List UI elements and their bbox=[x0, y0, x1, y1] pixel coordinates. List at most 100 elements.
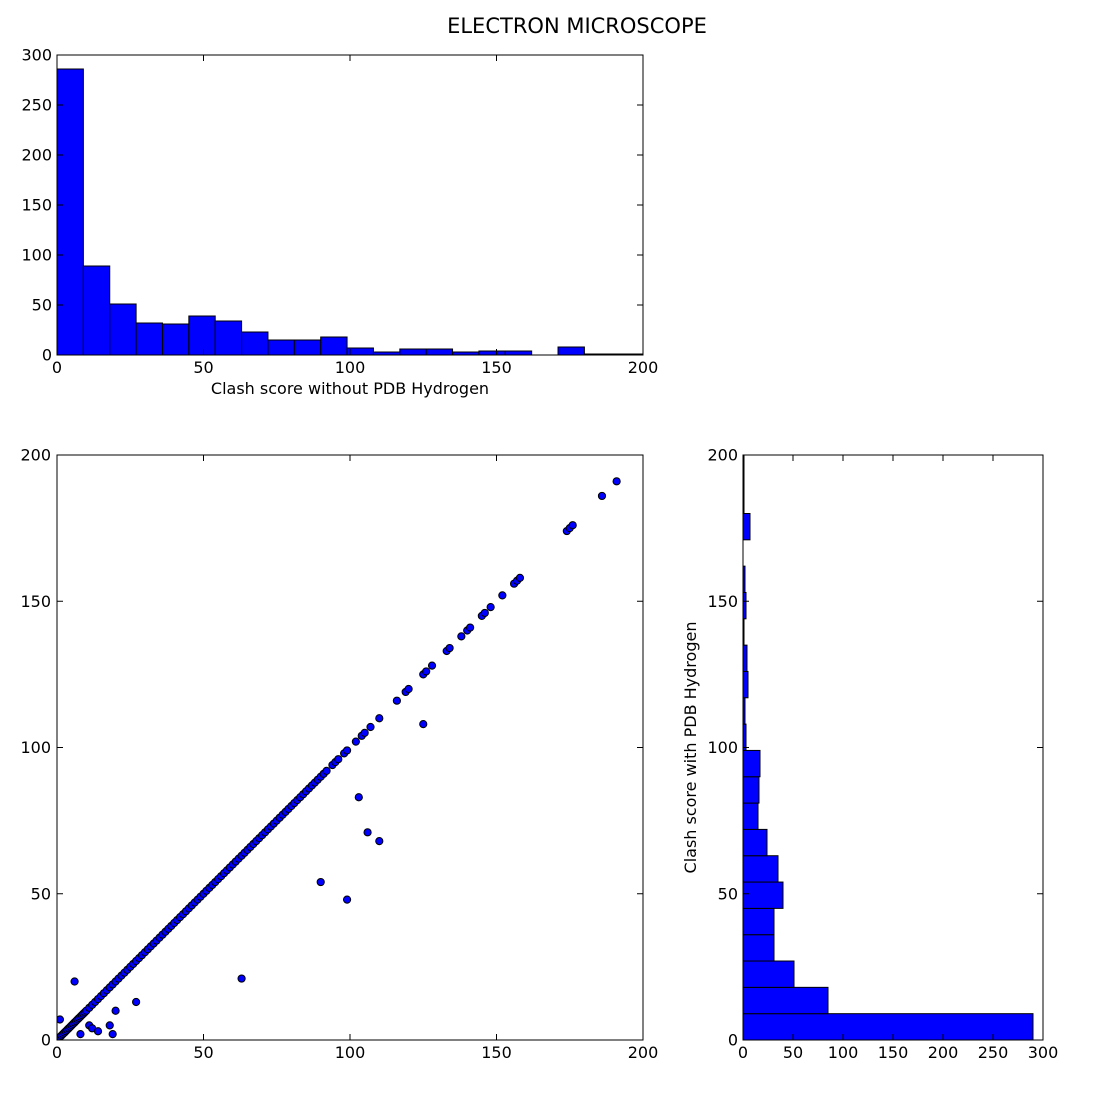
top-hist-bar-8 bbox=[267, 339, 295, 356]
right-hist-bar-0 bbox=[742, 1013, 1034, 1041]
right-hist-bar-9 bbox=[742, 776, 760, 804]
scatter-point-125 bbox=[486, 603, 495, 612]
top-hist-bar-7 bbox=[241, 331, 269, 356]
right-hist-ytick-label-2: 100 bbox=[707, 738, 738, 757]
right-hist-bar-13 bbox=[742, 670, 749, 699]
right-hist-bar-7 bbox=[742, 828, 768, 857]
scatter-point-149 bbox=[363, 828, 372, 837]
right-hist-bar-1 bbox=[742, 986, 829, 1015]
scatter-point-137 bbox=[76, 1030, 85, 1039]
scatter-point-134 bbox=[612, 477, 621, 486]
scatter-point-110 bbox=[366, 722, 375, 732]
right-hist-bar-5 bbox=[742, 881, 784, 909]
scatter-point-106 bbox=[342, 746, 352, 755]
top-hist-bar-14 bbox=[425, 348, 454, 356]
top-hist-bar-9 bbox=[293, 339, 322, 356]
scatter-points bbox=[57, 477, 621, 1040]
scatter-point-147 bbox=[342, 895, 352, 904]
scatter-point-133 bbox=[597, 491, 607, 501]
right-hist-bar-2 bbox=[742, 960, 795, 988]
top-hist-bar-5 bbox=[188, 315, 216, 356]
scatter-point-120 bbox=[457, 632, 466, 641]
top-histogram: 0 50 100 150 200 0 50 100 150 200 250 300 Clash scor… bbox=[21, 46, 658, 399]
scatter-point-145 bbox=[237, 974, 246, 983]
scatter-point-129 bbox=[515, 573, 525, 582]
scatter-point-119 bbox=[445, 643, 454, 653]
top-hist-bar-3 bbox=[135, 322, 163, 356]
top-hist-bar-2 bbox=[109, 303, 137, 356]
scatter-ytick-label-4: 200 bbox=[20, 446, 51, 465]
top-hist-xtick-label-4: 200 bbox=[628, 358, 659, 377]
top-hist-bar-19 bbox=[557, 346, 585, 356]
scatter-xtick-label-0: 0 bbox=[52, 1043, 62, 1062]
right-hist-ytick-label-4: 200 bbox=[707, 446, 738, 465]
chart-title: ELECTRON MICROSCOPE bbox=[447, 14, 707, 38]
scatter-point-146 bbox=[316, 877, 325, 887]
right-hist-bar-3 bbox=[742, 934, 775, 962]
top-hist-bar-17 bbox=[504, 350, 533, 356]
right-hist-xtick-label-2: 100 bbox=[828, 1043, 859, 1062]
top-hist-bar-6 bbox=[214, 320, 243, 356]
top-hist-bar-10 bbox=[320, 336, 348, 356]
top-hist-ytick-label-1: 50 bbox=[32, 296, 52, 315]
scatter-plot: 0 50 100 150 200 0 50 100 150 200 bbox=[20, 446, 658, 1063]
scatter-point-104 bbox=[334, 755, 343, 764]
scatter-point-140 bbox=[93, 1027, 103, 1036]
scatter-point-117 bbox=[427, 661, 437, 670]
right-hist-bar-8 bbox=[742, 802, 759, 830]
scatter-ytick-label-2: 100 bbox=[20, 738, 51, 757]
scatter-point-150 bbox=[375, 837, 384, 846]
right-hist-xtick-label-4: 200 bbox=[928, 1043, 959, 1062]
scatter-point-122 bbox=[466, 623, 475, 632]
top-hist-ytick-label-2: 100 bbox=[21, 246, 52, 265]
scatter-point-142 bbox=[108, 1030, 117, 1039]
top-hist-bar-11 bbox=[346, 347, 374, 356]
right-hist-ylabel: Clash score with PDB Hydrogen bbox=[681, 622, 700, 874]
top-hist-bar-4 bbox=[161, 323, 190, 356]
scatter-point-136 bbox=[70, 977, 79, 986]
scatter-point-114 bbox=[404, 684, 413, 694]
right-hist-xtick-label-6: 300 bbox=[1028, 1043, 1059, 1062]
right-hist-xtick-label-1: 50 bbox=[783, 1043, 803, 1062]
right-hist-ytick-label-0: 0 bbox=[728, 1031, 738, 1050]
right-hist-xtick-label-5: 250 bbox=[978, 1043, 1009, 1062]
right-hist-bar-14 bbox=[742, 644, 748, 672]
scatter-point-116 bbox=[422, 667, 431, 676]
scatter-ytick-label-0: 0 bbox=[41, 1031, 51, 1050]
scatter-xtick-label-4: 200 bbox=[628, 1043, 659, 1062]
scatter-point-112 bbox=[392, 696, 401, 705]
right-hist-bar-19 bbox=[742, 513, 751, 541]
scatter-point-148 bbox=[354, 793, 363, 802]
top-hist-ytick-label-6: 300 bbox=[21, 46, 52, 65]
right-hist-xtick-label-0: 0 bbox=[738, 1043, 748, 1062]
scatter-point-124 bbox=[480, 608, 489, 618]
top-hist-ytick-label-0: 0 bbox=[42, 346, 52, 365]
top-hist-xtick-label-1: 50 bbox=[193, 358, 213, 377]
scatter-xtick-label-2: 100 bbox=[335, 1043, 366, 1062]
scatter-point-135 bbox=[57, 1015, 65, 1024]
scatter-point-143 bbox=[111, 1006, 120, 1015]
scatter-point-126 bbox=[498, 591, 507, 600]
scatter-xtick-label-3: 150 bbox=[481, 1043, 512, 1062]
scatter-point-141 bbox=[105, 1021, 114, 1030]
top-hist-xtick-label-3: 150 bbox=[481, 358, 512, 377]
scatter-xtick-label-1: 50 bbox=[193, 1043, 213, 1062]
right-hist-xtick-label-3: 150 bbox=[878, 1043, 909, 1062]
top-hist-xlabel: Clash score without PDB Hydrogen bbox=[211, 379, 489, 398]
top-hist-ytick-label-4: 200 bbox=[21, 146, 52, 165]
top-hist-bar-1 bbox=[82, 265, 111, 356]
scatter-point-109 bbox=[360, 728, 369, 737]
scatter-point-151 bbox=[419, 720, 428, 729]
right-hist-bar-4 bbox=[742, 907, 775, 936]
scatter-ytick-label-3: 150 bbox=[20, 592, 51, 611]
scatter-point-101 bbox=[322, 766, 331, 776]
right-hist-ytick-label-3: 150 bbox=[707, 592, 738, 611]
top-hist-bar-0 bbox=[56, 68, 84, 356]
top-hist-xtick-label-2: 100 bbox=[335, 358, 366, 377]
right-hist-bar-6 bbox=[742, 855, 779, 883]
top-hist-xtick-label-0: 0 bbox=[52, 358, 62, 377]
scatter-point-132 bbox=[568, 521, 577, 530]
top-hist-ytick-label-5: 250 bbox=[21, 96, 52, 115]
top-hist-bar-13 bbox=[399, 348, 427, 356]
